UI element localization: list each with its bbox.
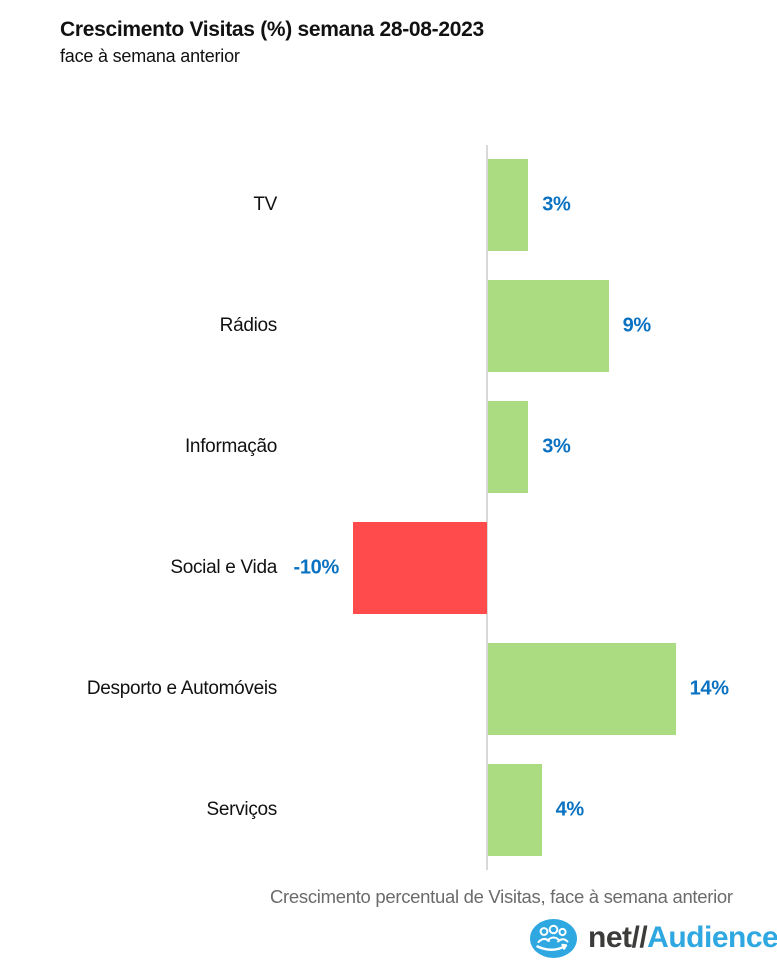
bar-tv <box>488 159 529 252</box>
value-label-radios: 9% <box>622 314 652 337</box>
bar-radios <box>488 280 609 373</box>
bar-social-e-vida <box>353 521 487 614</box>
value-label-social-e-vida: -10% <box>293 556 340 579</box>
chart-subtitle: face à semana anterior <box>60 46 240 66</box>
value-label-tv: 3% <box>542 193 571 216</box>
chart-title: Crescimento Visitas (%) semana 28-08-202… <box>60 18 484 41</box>
value-label-informacao: 3% <box>542 435 571 458</box>
logo-text-net: net <box>588 921 632 954</box>
category-label-servicos: Serviços <box>206 798 278 820</box>
people-group-icon <box>530 918 577 958</box>
bar-servicos <box>488 763 542 856</box>
netaudience-logo: net // Audience <box>529 916 777 960</box>
bar-desporto-e-automoveis <box>488 642 676 735</box>
logo-text-audience: Audience <box>647 921 777 954</box>
category-label-tv: TV <box>253 194 277 216</box>
bar-informacao <box>488 401 529 494</box>
logo-text: net // Audience <box>588 921 777 955</box>
category-label-radios: Rádios <box>219 315 278 337</box>
chart-area: TV 3% Rádios 9% Informação 3% Social e Vida -10… <box>0 145 777 870</box>
value-label-desporto-e-automoveis: 14% <box>689 677 729 700</box>
category-label-social-e-vida: Social e Vida <box>170 556 277 578</box>
logo-text-slashes: // <box>631 921 648 954</box>
axis-line <box>486 145 488 870</box>
category-label-informacao: Informação <box>184 436 277 458</box>
category-label-desporto-e-automoveis: Desporto e Automóveis <box>86 677 277 699</box>
value-label-servicos: 4% <box>555 798 585 821</box>
x-axis-label: Crescimento percentual de Visitas, face … <box>270 886 733 907</box>
